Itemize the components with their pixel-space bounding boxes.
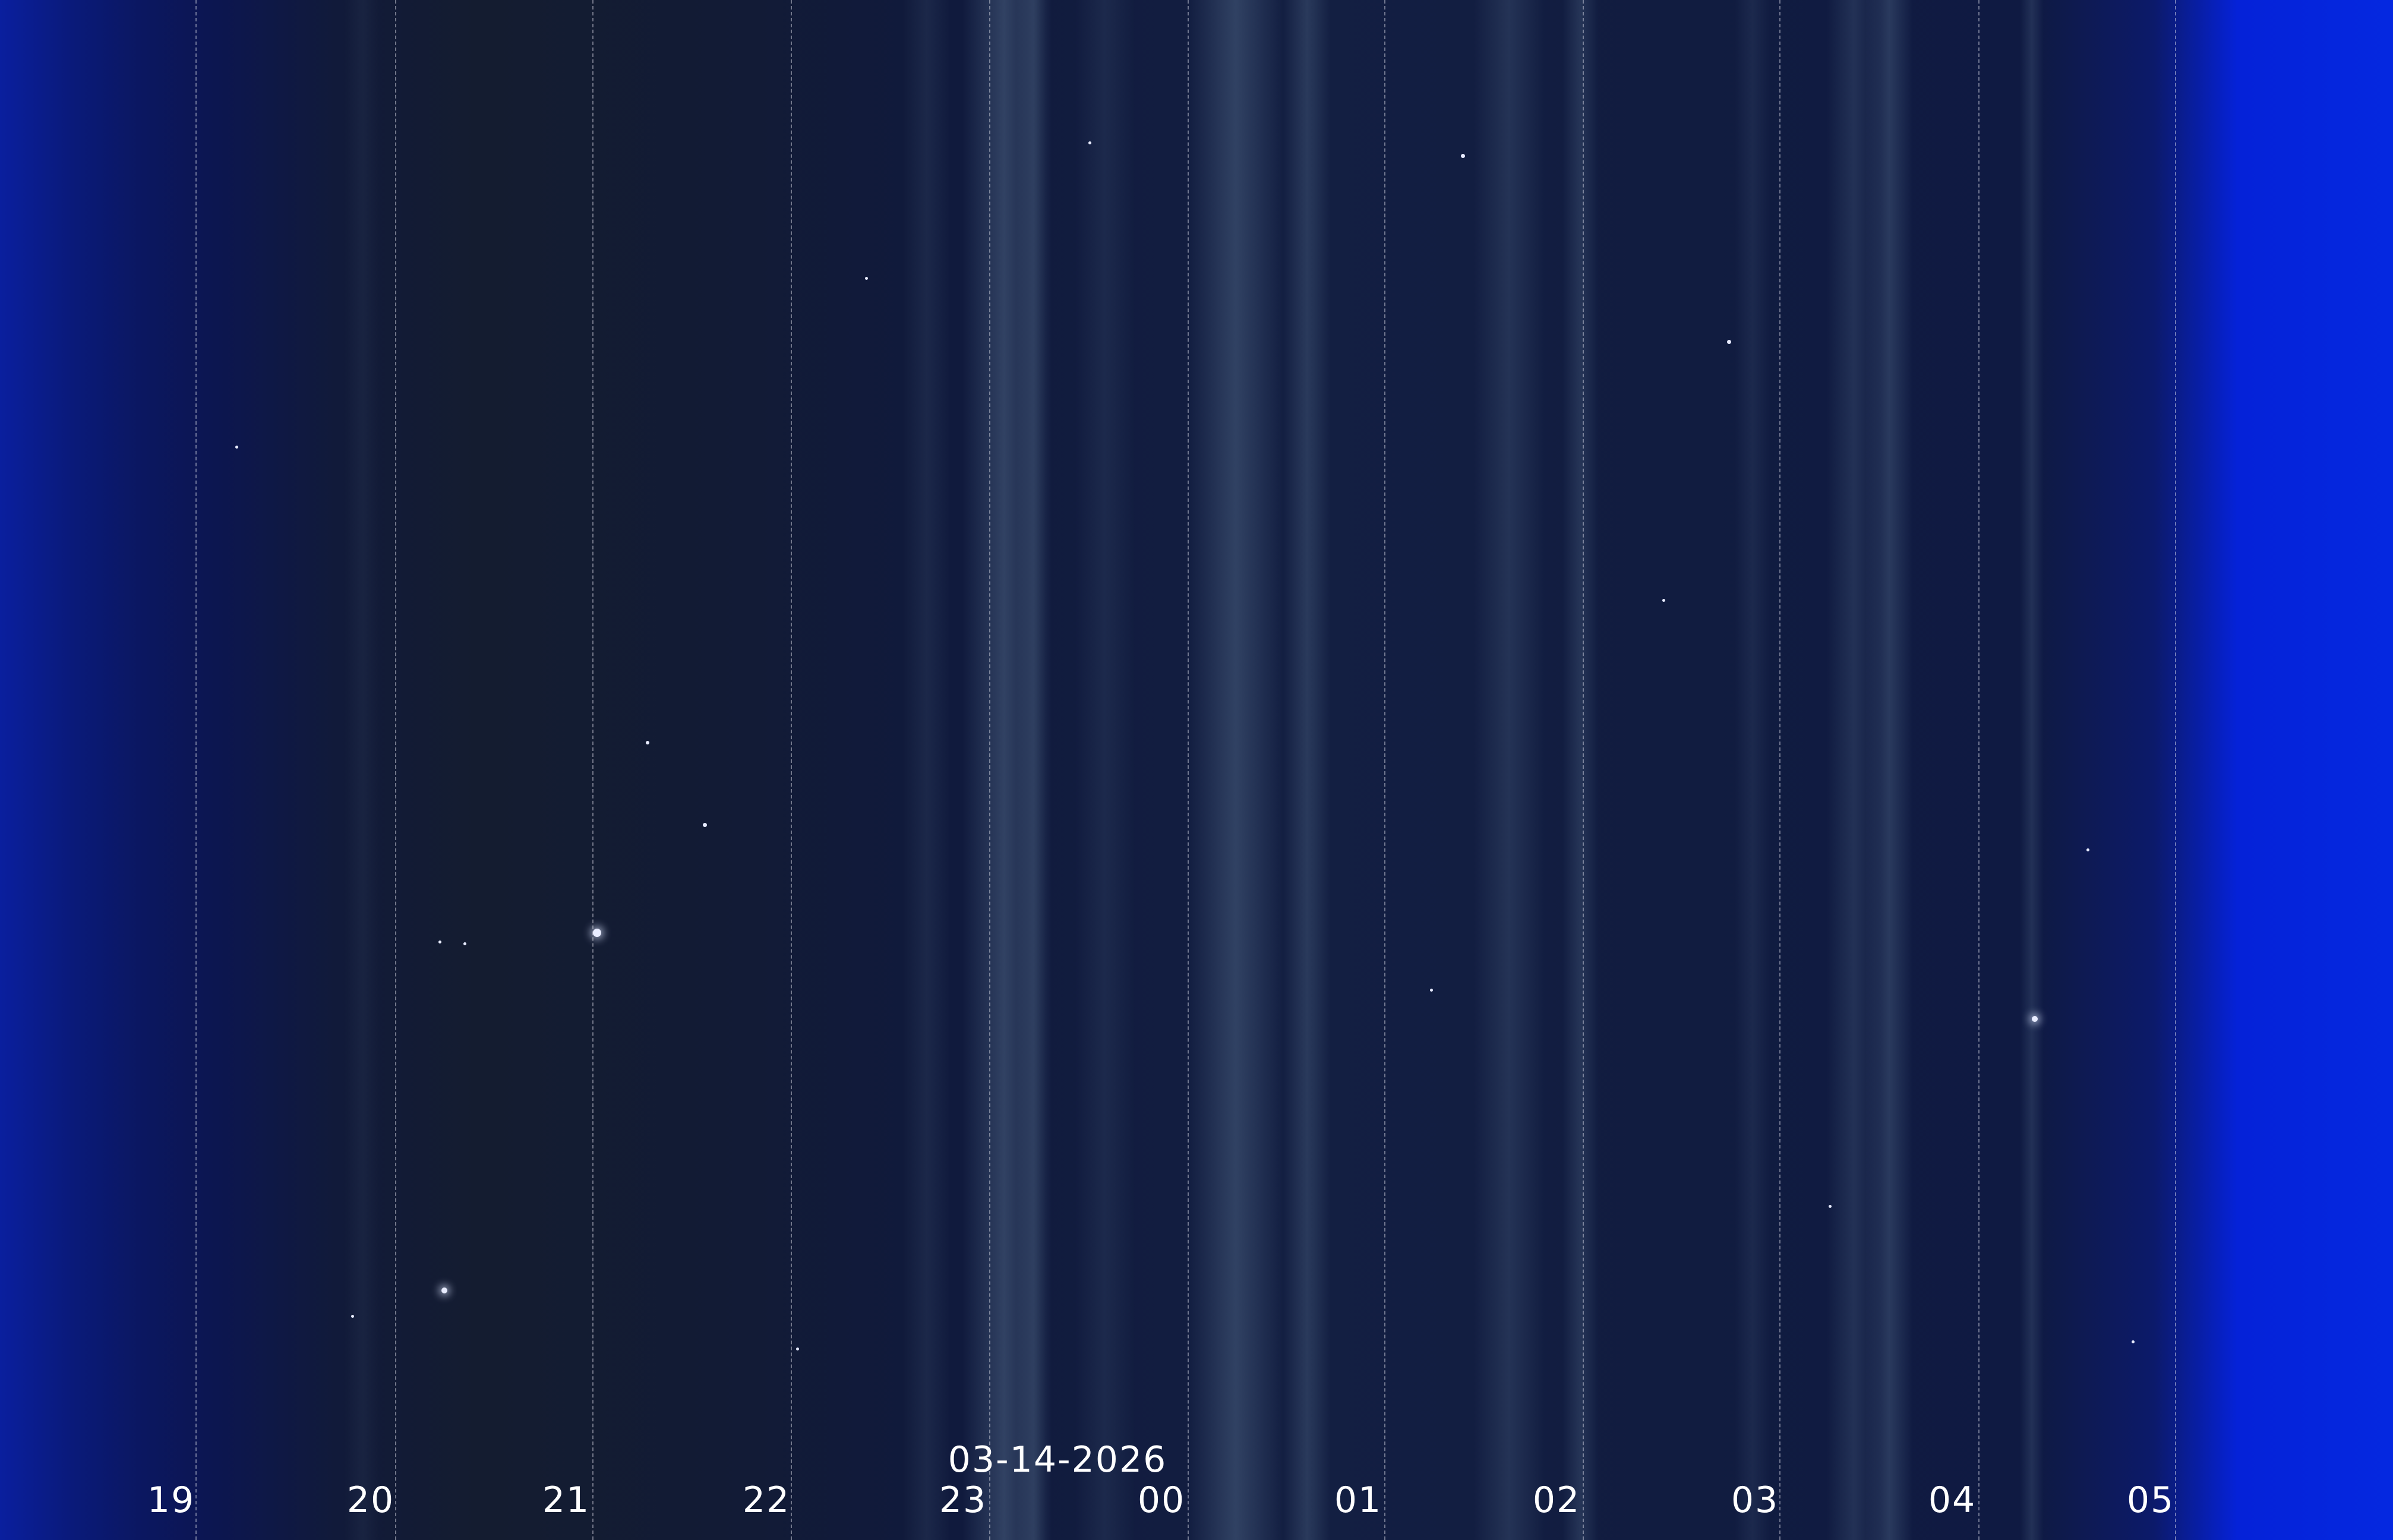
hour-label: 02: [1532, 1479, 1581, 1521]
star: [1429, 988, 1433, 992]
cloud-streak: [1016, 0, 1052, 1540]
cloud-streak: [1283, 0, 1331, 1540]
cloud-streak: [1075, 0, 1135, 1540]
cloud-streak: [903, 0, 951, 1540]
star: [1828, 1204, 1832, 1208]
hour-label: 19: [147, 1479, 195, 1521]
star: [1088, 141, 1091, 144]
cloud-streak: [1827, 0, 1880, 1540]
hour-label: 01: [1334, 1479, 1382, 1521]
hour-gridline: [1583, 0, 1584, 1540]
star: [438, 940, 441, 943]
star: [2131, 1340, 2135, 1343]
hour-gridline: [592, 0, 593, 1540]
hour-gridline: [395, 0, 396, 1540]
star: [1726, 339, 1731, 344]
cloud-streak: [962, 0, 1046, 1540]
star: [593, 929, 601, 937]
hour-gridline: [989, 0, 990, 1540]
star: [2032, 1016, 2038, 1022]
cloud-streak: [1562, 0, 1598, 1540]
date-label: 03-14-2026: [948, 1439, 1167, 1481]
hour-label: 21: [542, 1479, 591, 1521]
star: [1662, 598, 1665, 602]
cloud-streak: [1865, 0, 1913, 1540]
star: [235, 445, 238, 449]
hour-gridline: [1188, 0, 1189, 1540]
cloud-streak: [1188, 0, 1283, 1540]
hour-label: 00: [1137, 1479, 1186, 1521]
hour-gridline: [195, 0, 197, 1540]
hour-label: 05: [2126, 1479, 2175, 1521]
star: [702, 822, 707, 827]
hour-gridline: [791, 0, 792, 1540]
hour-gridline: [1384, 0, 1385, 1540]
cloud-streak: [1473, 0, 1545, 1540]
star: [864, 276, 868, 280]
hour-gridline: [1779, 0, 1780, 1540]
star: [351, 1314, 354, 1318]
hour-label: 22: [742, 1479, 791, 1521]
hour-label: 23: [939, 1479, 987, 1521]
star: [646, 741, 649, 744]
hour-gridline: [2175, 0, 2176, 1540]
cloud-streak: [345, 0, 380, 1540]
star: [2086, 848, 2089, 851]
star: [795, 1347, 799, 1350]
star: [1460, 153, 1465, 158]
hour-gridline: [1978, 0, 1980, 1540]
hour-label: 20: [346, 1479, 395, 1521]
hour-label: 03: [1731, 1479, 1779, 1521]
cloud-streak: [2020, 0, 2044, 1540]
star: [463, 942, 466, 945]
hour-label: 04: [1928, 1479, 1977, 1521]
cloud-streak: [1735, 0, 1770, 1540]
star: [441, 1287, 447, 1293]
